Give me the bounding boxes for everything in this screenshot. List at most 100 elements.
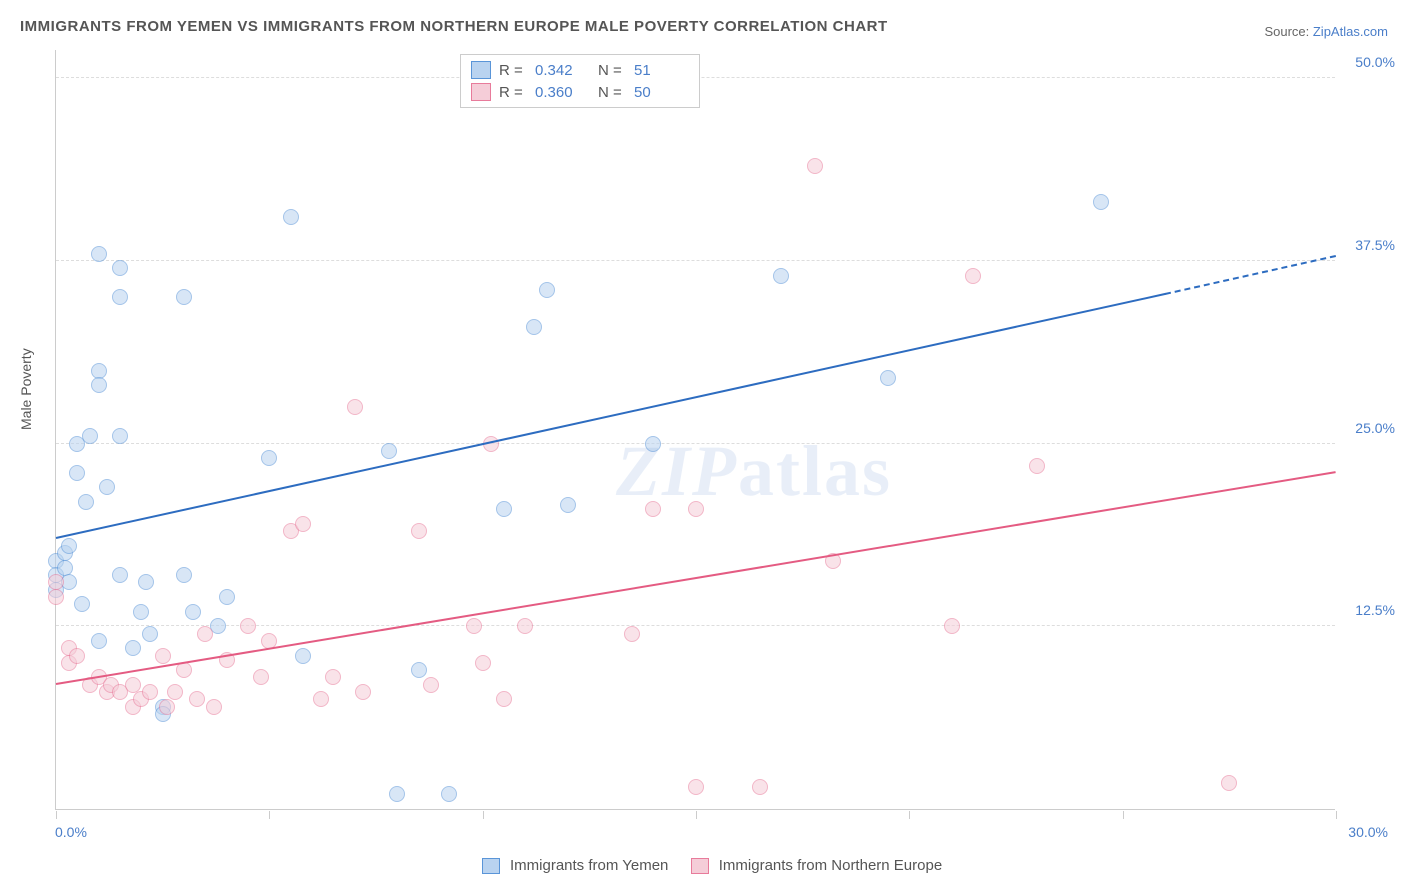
y-tick-label: 37.5% bbox=[1355, 237, 1395, 253]
data-point bbox=[1029, 458, 1045, 474]
data-point bbox=[381, 443, 397, 459]
data-point bbox=[325, 669, 341, 685]
legend-swatch-1 bbox=[471, 83, 491, 101]
x-tick bbox=[696, 811, 697, 819]
data-point bbox=[91, 246, 107, 262]
data-point bbox=[880, 370, 896, 386]
x-tick bbox=[483, 811, 484, 819]
data-point bbox=[69, 648, 85, 664]
data-point bbox=[539, 282, 555, 298]
data-point bbox=[112, 567, 128, 583]
data-point bbox=[944, 618, 960, 634]
data-point bbox=[185, 604, 201, 620]
chart-title: IMMIGRANTS FROM YEMEN VS IMMIGRANTS FROM… bbox=[20, 18, 888, 35]
data-point bbox=[295, 648, 311, 664]
data-point bbox=[807, 158, 823, 174]
data-point bbox=[112, 260, 128, 276]
source-link[interactable]: ZipAtlas.com bbox=[1313, 24, 1388, 39]
legend-bottom-label-0: Immigrants from Yemen bbox=[510, 857, 668, 874]
data-point bbox=[283, 209, 299, 225]
data-point bbox=[752, 779, 768, 795]
data-point bbox=[219, 589, 235, 605]
x-tick-min: 0.0% bbox=[55, 824, 87, 840]
data-point bbox=[48, 589, 64, 605]
data-point bbox=[142, 684, 158, 700]
data-point bbox=[69, 465, 85, 481]
x-tick bbox=[56, 811, 57, 819]
data-point bbox=[496, 691, 512, 707]
y-tick-label: 50.0% bbox=[1355, 54, 1395, 70]
data-point bbox=[965, 268, 981, 284]
data-point bbox=[496, 501, 512, 517]
y-axis-label: Male Poverty bbox=[18, 348, 34, 430]
y-tick-label: 25.0% bbox=[1355, 420, 1395, 436]
data-point bbox=[155, 648, 171, 664]
data-point bbox=[125, 677, 141, 693]
data-point bbox=[206, 699, 222, 715]
data-point bbox=[91, 377, 107, 393]
data-point bbox=[189, 691, 205, 707]
data-point bbox=[475, 655, 491, 671]
trend-line bbox=[56, 293, 1166, 539]
data-point bbox=[167, 684, 183, 700]
data-point bbox=[261, 450, 277, 466]
data-point bbox=[125, 640, 141, 656]
source-attribution: Source: ZipAtlas.com bbox=[1264, 24, 1388, 39]
data-point bbox=[295, 516, 311, 532]
data-point bbox=[688, 779, 704, 795]
legend-stats: R = 0.342 N = 51 R = 0.360 N = 50 bbox=[460, 54, 700, 108]
data-point bbox=[313, 691, 329, 707]
data-point bbox=[142, 626, 158, 642]
data-point bbox=[1093, 194, 1109, 210]
data-point bbox=[347, 399, 363, 415]
watermark: ZIPatlas bbox=[616, 430, 892, 513]
data-point bbox=[99, 479, 115, 495]
data-point bbox=[560, 497, 576, 513]
data-point bbox=[411, 523, 427, 539]
legend-bottom-swatch-1 bbox=[691, 858, 709, 874]
x-tick bbox=[1123, 811, 1124, 819]
data-point bbox=[57, 560, 73, 576]
data-point bbox=[112, 428, 128, 444]
x-tick bbox=[269, 811, 270, 819]
data-point bbox=[253, 669, 269, 685]
data-point bbox=[389, 786, 405, 802]
data-point bbox=[176, 567, 192, 583]
data-point bbox=[466, 618, 482, 634]
x-tick bbox=[909, 811, 910, 819]
data-point bbox=[624, 626, 640, 642]
data-point bbox=[159, 699, 175, 715]
y-tick-label: 12.5% bbox=[1355, 602, 1395, 618]
legend-bottom-label-1: Immigrants from Northern Europe bbox=[719, 857, 942, 874]
legend-bottom-swatch-0 bbox=[482, 858, 500, 874]
gridline bbox=[56, 260, 1335, 261]
data-point bbox=[773, 268, 789, 284]
data-point bbox=[441, 786, 457, 802]
data-point bbox=[91, 363, 107, 379]
data-point bbox=[176, 289, 192, 305]
data-point bbox=[138, 574, 154, 590]
data-point bbox=[240, 618, 256, 634]
data-point bbox=[91, 633, 107, 649]
x-tick bbox=[1336, 811, 1337, 819]
legend-row-1: R = 0.360 N = 50 bbox=[471, 81, 689, 103]
data-point bbox=[74, 596, 90, 612]
data-point bbox=[517, 618, 533, 634]
data-point bbox=[355, 684, 371, 700]
data-point bbox=[1221, 775, 1237, 791]
x-tick-max: 30.0% bbox=[1348, 824, 1388, 840]
legend-series: Immigrants from Yemen Immigrants from No… bbox=[0, 857, 1406, 874]
data-point bbox=[48, 574, 64, 590]
legend-swatch-0 bbox=[471, 61, 491, 79]
data-point bbox=[82, 428, 98, 444]
data-point bbox=[423, 677, 439, 693]
chart-container: IMMIGRANTS FROM YEMEN VS IMMIGRANTS FROM… bbox=[0, 0, 1406, 892]
data-point bbox=[197, 626, 213, 642]
data-point bbox=[411, 662, 427, 678]
plot-area: ZIPatlas 12.5%25.0%37.5%50.0% bbox=[55, 50, 1335, 810]
legend-row-0: R = 0.342 N = 51 bbox=[471, 59, 689, 81]
data-point bbox=[526, 319, 542, 335]
data-point bbox=[112, 289, 128, 305]
data-point bbox=[78, 494, 94, 510]
data-point bbox=[61, 538, 77, 554]
